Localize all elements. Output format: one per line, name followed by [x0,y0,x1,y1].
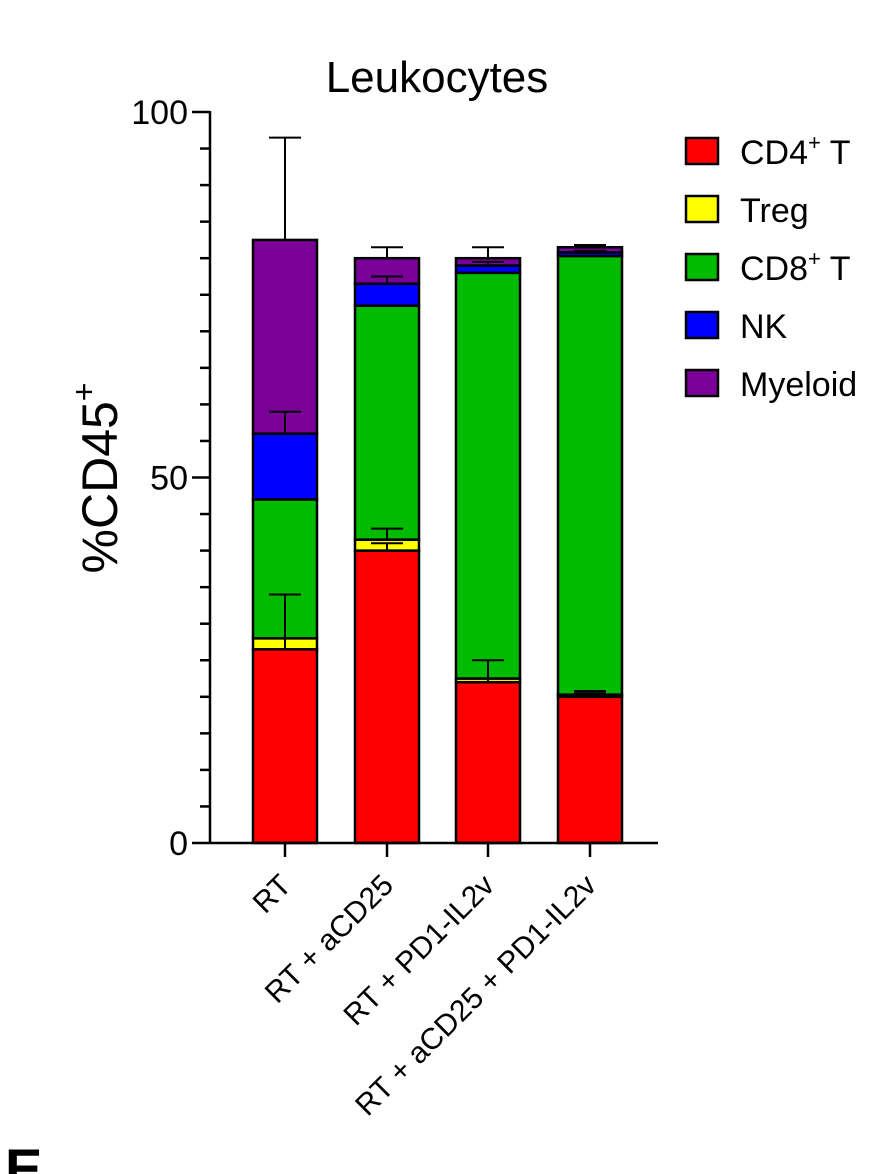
bars-layer [251,238,624,845]
legend-label-superscript-0: + [808,130,821,155]
legend-label-0: CD4+ T [740,130,851,172]
bar-segment-2-0 [454,680,522,845]
bar-segment-3-2 [556,254,624,696]
x-tick-label-0: RT [247,869,298,920]
bar-segment-1-2 [353,304,421,541]
legend-label-name-2: CD8 [740,250,808,288]
legend-swatch-0 [684,136,720,166]
y-axis-label-text: %CD45 [72,401,128,573]
bar-segment-1-3 [353,282,421,307]
bar-segment-1-0 [353,549,421,845]
y-axis-label-superscript: + [66,383,102,402]
bar-segment-0-3 [251,432,319,501]
legend-label-3: NK [740,308,788,346]
y-axis-label: %CD45+ [66,383,128,574]
legend-label-name-3: NK [740,308,788,346]
legend-label-superscript-2: + [808,246,821,271]
legend-swatch-4 [684,368,720,398]
bar-segment-3-0 [556,695,624,845]
legend-label-name-0: CD4 [740,134,808,172]
bar-segment-2-2 [454,271,522,680]
y-tick-label-100: 100 [131,94,188,132]
legend-label-suffix-2: T [821,250,851,288]
legend-label-name-1: Treg [740,192,809,230]
chart-title: Leukocytes [326,53,549,102]
legend-label-2: CD8+ T [740,246,851,288]
legend-label-4: Myeloid [740,366,857,404]
legend-label-1: Treg [740,192,809,230]
bar-segment-0-0 [251,648,319,845]
legend-label-name-4: Myeloid [740,366,857,404]
y-tick-label-50: 50 [150,460,188,498]
legend-swatch-2 [684,252,720,282]
y-tick-label-0: 0 [169,825,188,863]
legend-label-suffix-0: T [821,134,851,172]
legend-swatch-1 [684,194,720,224]
error-bars-layer [269,136,606,697]
panel-letter: E [5,1137,42,1174]
legend-swatch-3 [684,310,720,340]
bar-segment-0-4 [251,238,319,435]
